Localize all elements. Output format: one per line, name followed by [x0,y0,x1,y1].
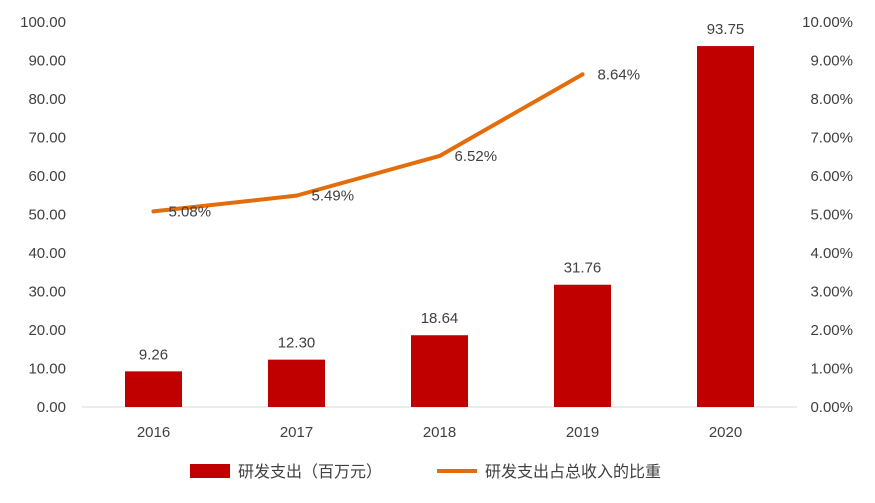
left-tick-label: 30.00 [28,284,66,301]
legend-label-bar: 研发支出（百万元） [238,462,382,481]
line-data-label: 6.52% [455,148,498,165]
x-tick-label: 2020 [709,424,742,441]
right-tick-label: 1.00% [810,361,853,378]
left-tick-label: 90.00 [28,53,66,70]
line-data-label: 5.08% [169,203,212,220]
right-tick-label: 5.00% [810,207,853,224]
left-tick-label: 60.00 [28,168,66,185]
right-tick-label: 4.00% [810,245,853,262]
x-axis: 2016 2017 2018 2019 2020 [137,424,742,441]
bar [411,335,468,407]
bar-data-label: 31.76 [564,260,602,277]
series-line [151,72,585,214]
line-point [151,209,156,214]
right-tick-label: 7.00% [810,130,853,147]
line-data-label: 5.49% [312,188,355,205]
line-series: 5.08% 5.49% 6.52% 8.64% [151,66,641,220]
bar-data-label: 18.64 [421,310,459,327]
right-tick-label: 0.00% [810,399,853,416]
bar [554,284,611,407]
right-tick-label: 2.00% [810,322,853,339]
bar-data-label: 9.26 [139,346,168,363]
bar [697,46,754,407]
line-point [437,153,442,158]
right-tick-label: 10.00% [802,14,853,31]
legend: 研发支出（百万元） 研发支出占总收入的比重 [190,462,661,481]
legend-swatch-bar [190,464,230,478]
left-tick-label: 10.00 [28,361,66,378]
line-data-label: 8.64% [598,66,641,83]
x-tick-label: 2018 [423,424,456,441]
line-point [294,193,299,198]
left-tick-label: 40.00 [28,245,66,262]
left-axis: 0.00 10.00 20.00 30.00 40.00 50.00 60.00 70.00 8… [20,14,66,416]
right-tick-label: 8.00% [810,91,853,108]
left-tick-label: 80.00 [28,91,66,108]
right-tick-label: 3.00% [810,284,853,301]
x-tick-label: 2019 [566,424,599,441]
right-axis: 0.00% 1.00% 2.00% 3.00% 4.00% 5.00% 6.00% 7.00%… [802,14,853,416]
bar [268,359,325,407]
legend-label-line: 研发支出占总收入的比重 [485,462,661,481]
bar-series: 9.26 12.30 18.64 31.76 93.75 [125,21,754,407]
left-tick-label: 50.00 [28,207,66,224]
x-tick-label: 2017 [280,424,313,441]
right-tick-label: 6.00% [810,168,853,185]
left-tick-label: 70.00 [28,130,66,147]
x-tick-label: 2016 [137,424,170,441]
bar [125,371,182,407]
right-tick-label: 9.00% [810,53,853,70]
line-point [580,72,585,77]
bar-data-label: 12.30 [278,335,316,352]
left-tick-label: 100.00 [20,14,66,31]
bar-data-label: 93.75 [707,21,745,38]
left-tick-label: 20.00 [28,322,66,339]
left-tick-label: 0.00 [37,399,66,416]
